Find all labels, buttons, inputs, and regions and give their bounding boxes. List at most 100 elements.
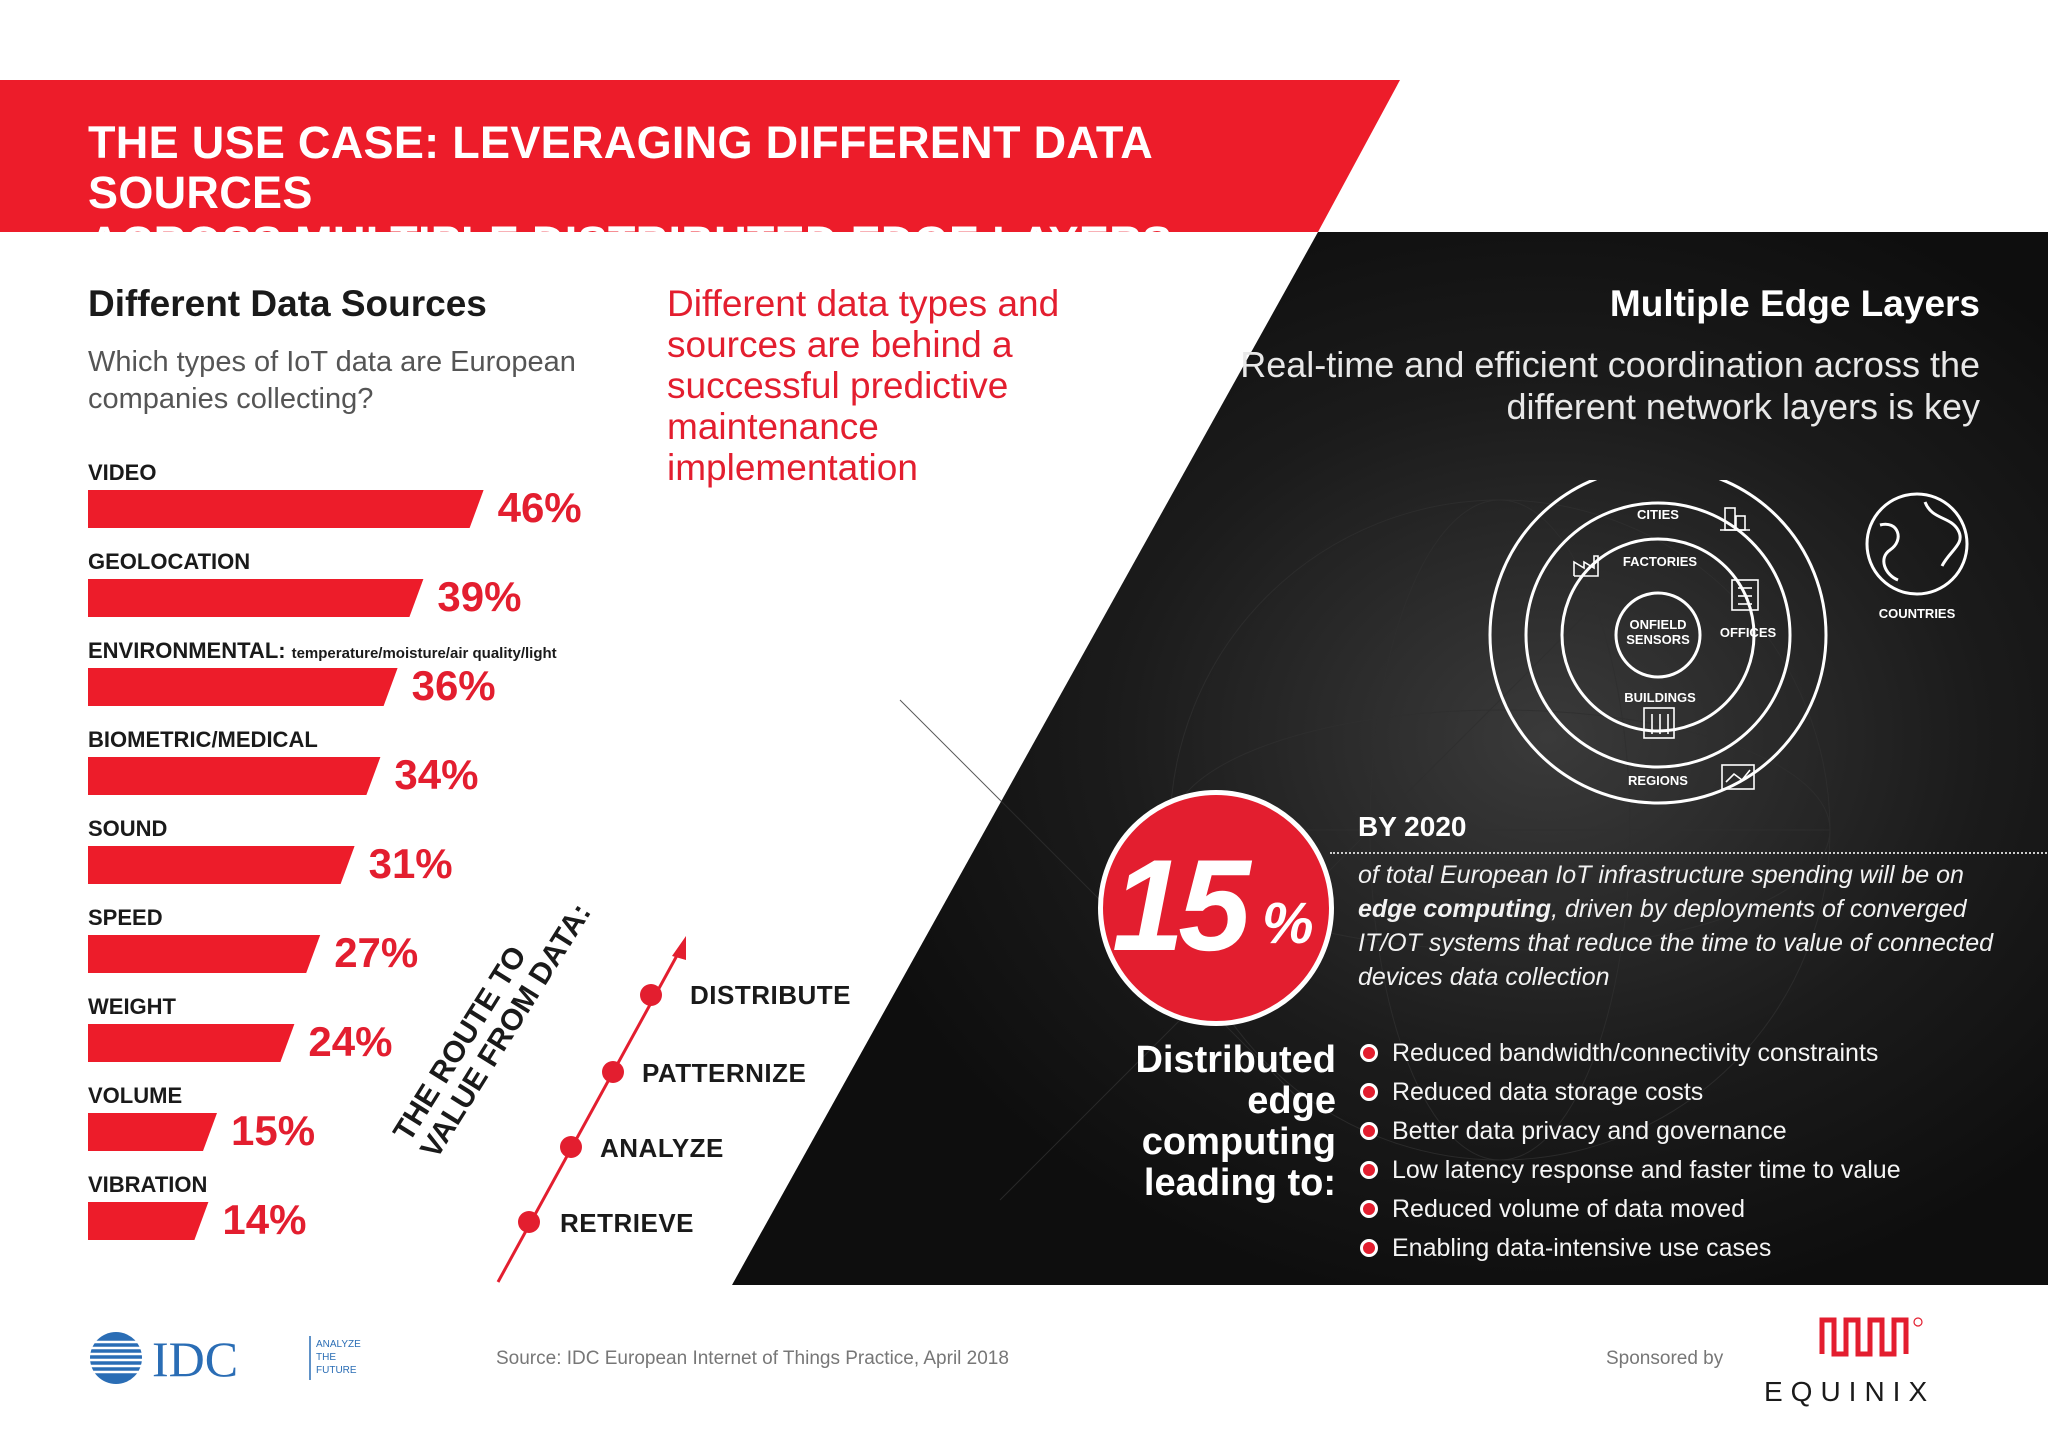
idc-wordmark: IDC [152,1331,238,1386]
bar-label: VIBRATION [88,1172,207,1198]
bar-value-label: 24% [308,1018,393,1065]
layers-subtitle: Real-time and efficient coordination acr… [1240,344,1980,427]
ring-label-cities: CITIES [1637,507,1679,522]
benefit-item: Reduced volume of data moved [1360,1192,2010,1231]
equinix-logo-mark [1819,1317,1923,1357]
office-icon [1731,579,1759,611]
ring-label-regions: REGIONS [1628,773,1688,788]
route-step-analyze: ANALYZE [600,1133,724,1163]
route-dot-retrieve [518,1211,540,1233]
route-dot-distribute [640,984,662,1006]
idc-logo: IDC ANALYZE THE FUTURE [90,1331,361,1386]
bar-label: ENVIRONMENTAL: temperature/moisture/air q… [88,638,557,664]
bullet-icon [1360,1083,1378,1101]
bar-environmental [88,668,398,706]
route-dot-patternize [602,1061,624,1083]
bar-category: GEOLOCATION [88,549,251,574]
bar-label: WEIGHT [88,994,176,1020]
ring-label-buildings: BUILDINGS [1624,690,1696,705]
bar-value-label: 46% [497,484,582,531]
globe-icon [1865,492,1969,596]
ring-label-countries: COUNTRIES [1879,606,1956,621]
stat-text-bold: edge computing [1358,895,1552,923]
bar-speed [88,935,321,973]
benefit-text: Reduced bandwidth/connectivity constrain… [1392,1039,1879,1067]
bar-chart [88,490,484,1240]
bar-value-label: 36% [411,662,496,709]
bar-value-label: 34% [394,751,479,798]
stat-number: 15 [1112,832,1251,978]
bar-value-label: 14% [222,1196,307,1243]
stat-label: BY 2020 [1358,811,1467,842]
source-note: Source: IDC European Internet of Things … [496,1348,1009,1369]
benefit-text: Better data privacy and governance [1392,1117,1787,1145]
bullet-icon [1360,1044,1378,1062]
cities-ring [1524,501,1792,769]
bar-category: VIDEO [88,460,157,485]
bar-value-label: 15% [231,1107,316,1154]
bar-label: VOLUME [88,1083,182,1109]
bar-category: VIBRATION [88,1172,208,1197]
arrow-head-icon [672,936,686,960]
benefit-item: Better data privacy and governance [1360,1114,2010,1153]
layers-title: Multiple Edge Layers [1609,283,1980,324]
ring-label-onfield-1: ONFIELD [1629,617,1686,632]
ring-label-onfield-2: SENSORS [1626,632,1690,647]
bar-category: VOLUME [88,1083,183,1108]
distributed-heading: Distributed edge computing leading to: [1135,1039,1336,1204]
benefit-text: Enabling data-intensive use cases [1392,1234,1772,1262]
page-title: THE USE CASE: LEVERAGING DIFFERENT DATA … [88,118,1388,268]
route-step-retrieve: RETRIEVE [560,1208,695,1238]
factories-ring [1560,537,1756,733]
city-icon [1720,507,1750,531]
bar-category: SPEED [88,905,163,930]
route-step-patternize: PATTERNIZE [642,1058,807,1088]
stat-percent: % [1262,891,1314,956]
bar-value-label: 31% [368,840,453,887]
tagline: Different data types and sources are beh… [667,283,1060,488]
bar-video [88,490,484,528]
equinix-wordmark: EQUINIX [1764,1376,1936,1407]
sources-title: Different Data Sources [88,283,487,324]
bar-label: VIDEO [88,460,156,486]
bar-category-note: temperature/moisture/air quality/light [291,645,557,662]
idc-tagline-3: FUTURE [316,1365,357,1376]
bar-label: SPEED [88,905,163,931]
bar-label: SOUND [88,816,167,842]
regions-ring [1488,480,1828,805]
benefit-text: Low latency response and faster time to … [1392,1156,1901,1184]
idc-tagline-1: ANALYZE [316,1339,361,1350]
bar-sound [88,846,355,884]
benefit-text: Reduced data storage costs [1392,1078,1704,1106]
bar-biometric-medical [88,757,381,795]
factory-icon [1573,555,1599,577]
bullet-icon [1360,1161,1378,1179]
edge-layers-diagram: CITIES FACTORIES ONFIELD SENSORS OFFICES… [1488,480,1969,805]
bullet-icon [1360,1122,1378,1140]
bar-category: BIOMETRIC/MEDICAL [88,727,318,752]
route-step-distribute: DISTRIBUTE [690,980,851,1010]
benefit-item: Low latency response and faster time to … [1360,1153,2010,1192]
ring-label-factories: FACTORIES [1623,554,1697,569]
page-title-line-1: THE USE CASE: LEVERAGING DIFFERENT DATA … [88,117,1152,218]
bar-value-label: 27% [334,929,419,976]
header-banner [0,80,1400,232]
benefit-item: Reduced bandwidth/connectivity constrain… [1360,1036,2010,1075]
bar-value-label: 39% [437,573,522,620]
stat-text-a: of total European IoT infrastructure spe… [1358,861,1964,889]
bullet-icon [1360,1200,1378,1218]
sources-question: Which types of IoT data are European com… [88,346,576,415]
stat-divider [1330,852,2048,854]
ring-label-offices: OFFICES [1720,625,1777,640]
map-icon [1721,764,1755,790]
bar-vibration [88,1202,209,1240]
route-dot-analyze [560,1136,582,1158]
bar-label: GEOLOCATION [88,549,250,575]
bar-volume [88,1113,217,1151]
bar-category: ENVIRONMENTAL: [88,638,286,663]
building-icon [1643,707,1675,739]
bar-category: SOUND [88,816,168,841]
bar-weight [88,1024,295,1062]
idc-tagline-2: THE [316,1352,336,1363]
bar-category: WEIGHT [88,994,176,1019]
